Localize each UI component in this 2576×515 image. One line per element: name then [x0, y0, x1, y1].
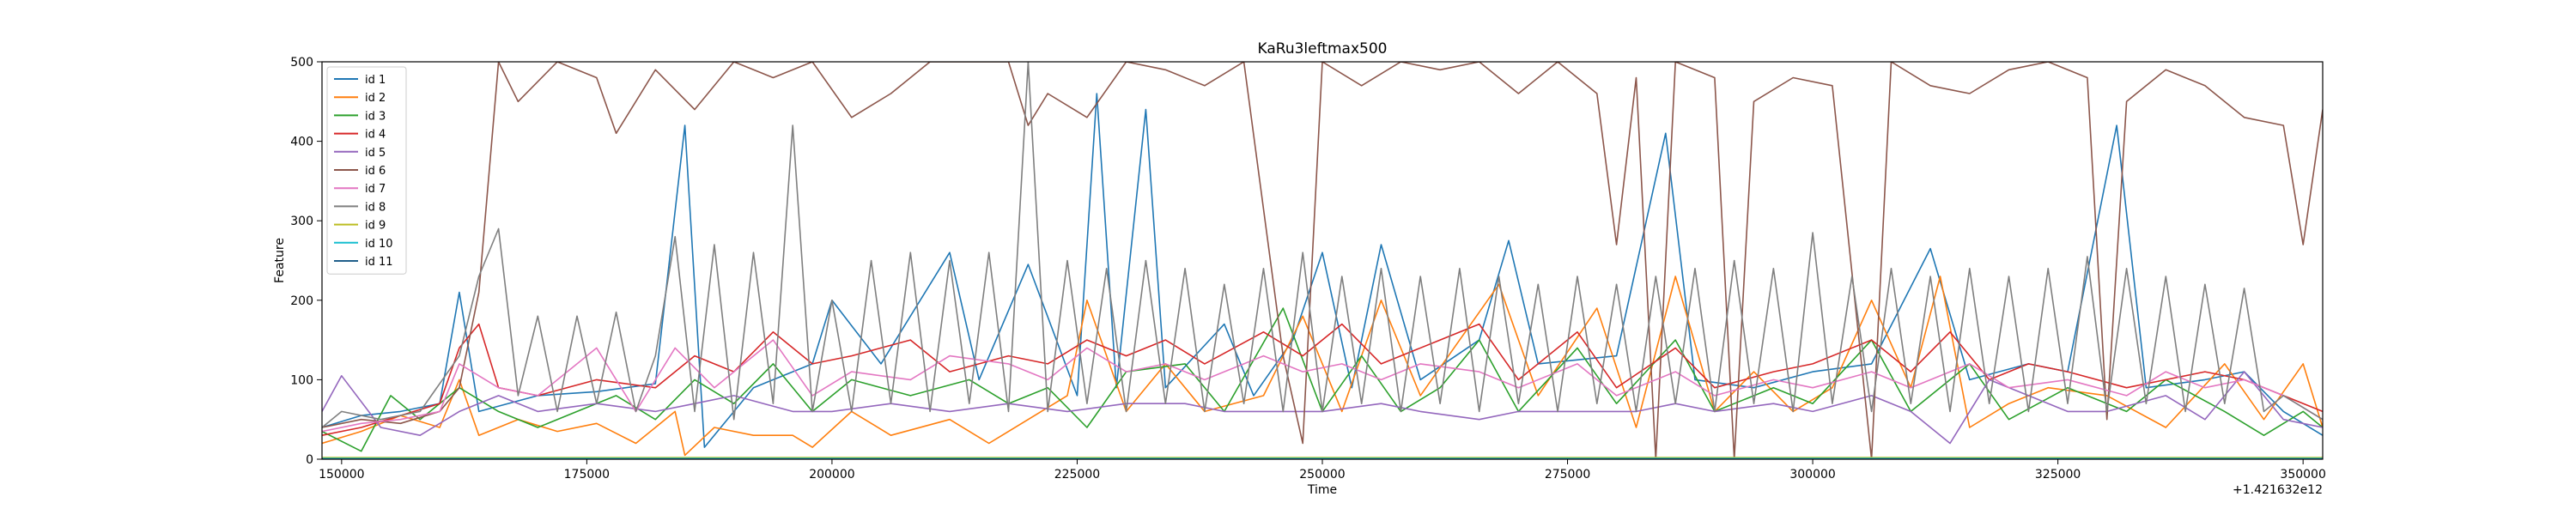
legend-label: id 6: [365, 165, 386, 178]
legend-box: [326, 66, 407, 275]
legend-label: id 5: [365, 147, 386, 160]
x-tick-label: 350000: [2280, 468, 2325, 482]
legend-label: id 8: [365, 201, 386, 214]
legend: id 1 id 2 id 3 id 4 id 5 id 6 id 7 id 8 id 9 id 1…: [326, 66, 407, 275]
x-axis-offset-label: +1.421632e12: [2233, 483, 2323, 497]
plot-area: [322, 62, 2323, 459]
series-line-7: [322, 339, 2323, 433]
y-axis: 0 100 200 300 400 500: [290, 56, 322, 467]
legend-label: id 11: [365, 256, 393, 269]
legend-label: id 7: [365, 183, 386, 196]
x-tick-label: 200000: [809, 468, 854, 482]
x-tick-label: 250000: [1299, 468, 1345, 482]
y-tick-label: 400: [290, 136, 313, 149]
x-tick-label: 300000: [1789, 468, 1835, 482]
series-line-5: [322, 371, 2323, 445]
x-tick-label: 225000: [1054, 468, 1100, 482]
x-tick-label: 175000: [564, 468, 610, 482]
series-line-1: [322, 93, 2323, 448]
y-tick-label: 500: [290, 56, 313, 70]
legend-label: id 1: [365, 74, 386, 87]
legend-label: id 2: [365, 92, 386, 105]
series-line-2: [322, 276, 2323, 457]
y-tick-label: 100: [290, 373, 313, 387]
y-tick-label: 300: [290, 215, 313, 228]
chart-title: KaRu3leftmax500: [1258, 40, 1388, 58]
x-axis-label: Time: [1307, 483, 1337, 497]
legend-label: id 9: [365, 220, 386, 233]
x-tick-label: 275000: [1545, 468, 1590, 482]
series-line-3: [322, 307, 2323, 452]
y-tick-label: 0: [306, 453, 313, 467]
x-tick-label: 150000: [319, 468, 364, 482]
x-tick-label: 325000: [2035, 468, 2081, 482]
series-line-4: [322, 323, 2323, 436]
series-line-8: [322, 62, 2323, 428]
legend-label: id 10: [365, 238, 393, 251]
legend-label: id 4: [365, 129, 386, 142]
y-tick-label: 200: [290, 294, 313, 308]
y-axis-label: Feature: [273, 238, 287, 283]
series-line-6: [322, 62, 2323, 459]
x-axis: 150000 175000 200000 225000 250000 275000 3000…: [319, 459, 2326, 482]
legend-label: id 3: [365, 110, 386, 123]
